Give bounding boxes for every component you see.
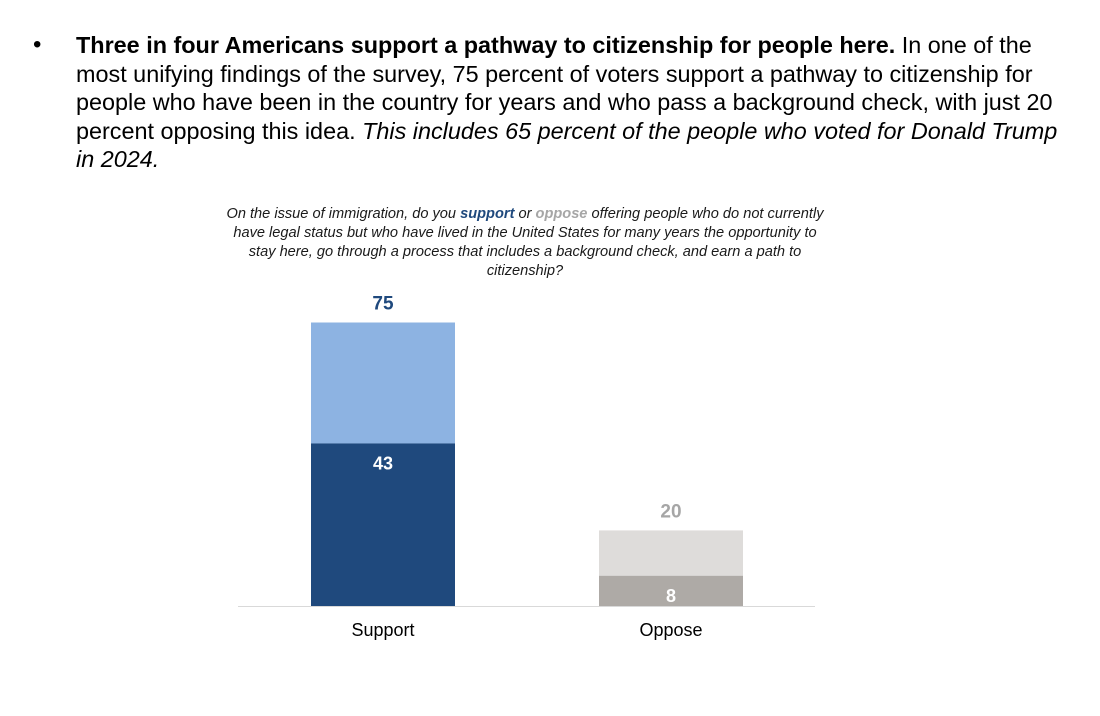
data-label-oppose-total: 20 xyxy=(660,501,681,522)
bar-oppose-strong xyxy=(599,575,743,606)
bullet-emphasis: This includes 65 percent of the people w… xyxy=(76,117,1058,173)
question-part3: offering people who do not currently hav… xyxy=(233,206,824,279)
bullet-body: In one of the most unifying findings of … xyxy=(76,32,1053,144)
data-label-support-total: 75 xyxy=(372,294,394,315)
category-label-support: Support xyxy=(351,620,414,640)
bar-support-strong xyxy=(311,443,455,606)
data-label-support-strong: 43 xyxy=(373,453,393,473)
question-support-word: support xyxy=(460,206,515,222)
bar-oppose-total xyxy=(599,530,743,576)
question-part2: or xyxy=(514,206,536,222)
chart-title: On the issue of immigration, do you supp… xyxy=(220,205,830,281)
data-label-oppose-strong: 8 xyxy=(666,586,676,606)
bars-layer: 75 43 Support 20 8 Oppose xyxy=(311,294,743,640)
bar-support-total xyxy=(311,322,455,444)
question-part1: On the issue of immigration, do you xyxy=(226,206,461,222)
bullet-dot: • xyxy=(33,31,42,58)
category-label-oppose: Oppose xyxy=(639,620,702,640)
bullet-lead: Three in four Americans support a pathwa… xyxy=(76,32,896,58)
bullet-paragraph: Three in four Americans support a pathwa… xyxy=(76,31,1076,174)
question-oppose-word: oppose xyxy=(535,206,588,222)
